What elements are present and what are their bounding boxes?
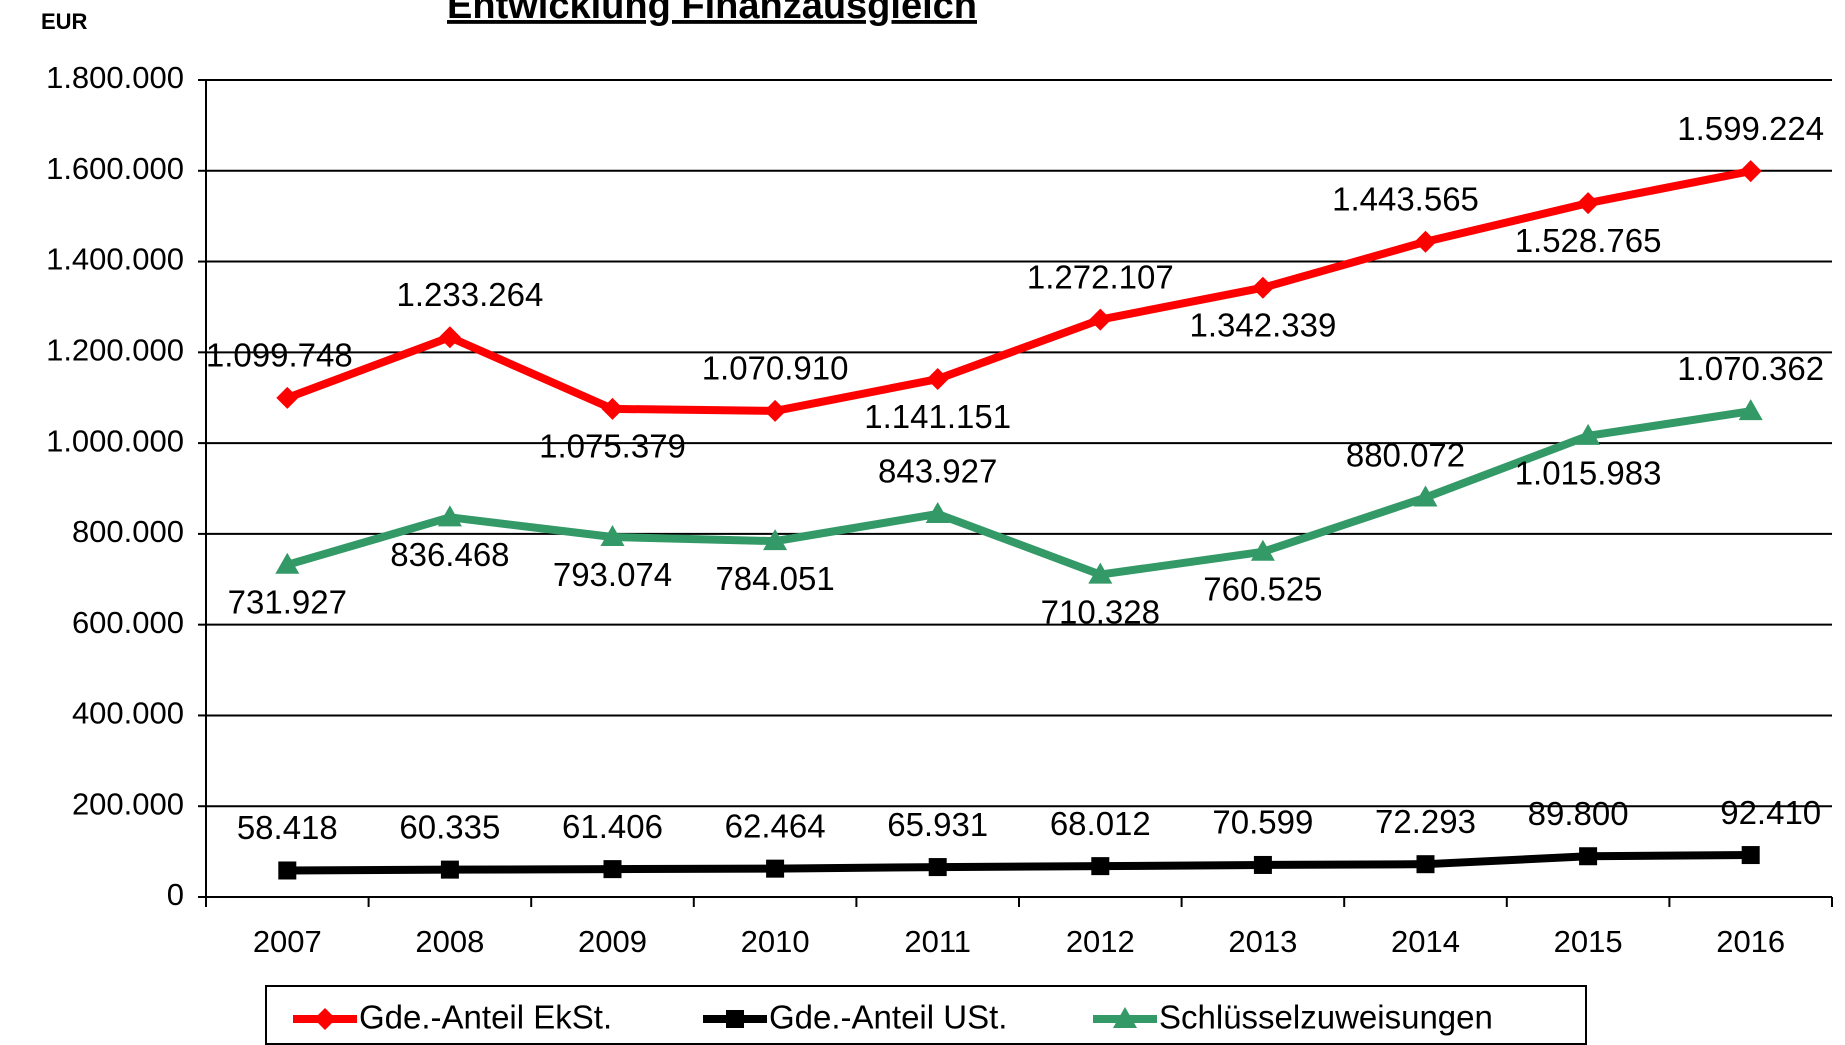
data-label: 760.525 — [1203, 571, 1322, 608]
data-label: 793.074 — [553, 556, 672, 593]
marker — [276, 386, 299, 409]
x-tick-label: 2012 — [1066, 924, 1135, 959]
y-tick-label: 200.000 — [72, 786, 184, 821]
marker — [1414, 230, 1437, 253]
x-tick-label: 2008 — [415, 924, 484, 959]
x-tick-label: 2016 — [1716, 924, 1785, 959]
data-label: 1.342.339 — [1189, 306, 1336, 343]
data-label: 1.272.107 — [1027, 258, 1174, 295]
marker — [275, 552, 300, 574]
data-label: 70.599 — [1212, 804, 1313, 841]
x-tick-label: 2014 — [1391, 924, 1460, 959]
marker — [1738, 399, 1763, 421]
data-label: 843.927 — [878, 453, 997, 490]
data-label: 1.528.765 — [1515, 222, 1662, 259]
data-label: 62.464 — [725, 807, 826, 844]
marker — [763, 529, 788, 551]
y-tick-label: 1.000.000 — [46, 423, 184, 458]
data-label: 89.800 — [1528, 795, 1629, 832]
marker — [437, 505, 462, 527]
data-label: 710.328 — [1041, 593, 1160, 630]
data-label: 65.931 — [887, 806, 988, 843]
data-label: 72.293 — [1375, 803, 1476, 840]
data-label: 1.099.748 — [206, 337, 353, 374]
marker — [1579, 847, 1598, 866]
legend-box — [265, 985, 1587, 1045]
data-label: 68.012 — [1050, 805, 1151, 842]
marker — [1088, 562, 1113, 584]
marker — [278, 861, 297, 880]
marker — [928, 858, 947, 877]
marker — [1416, 855, 1435, 874]
data-label: 1.233.264 — [396, 276, 543, 313]
y-tick-label: 1.600.000 — [46, 151, 184, 186]
marker — [1253, 855, 1272, 874]
y-tick-label: 800.000 — [72, 514, 184, 549]
x-tick-label: 2015 — [1554, 924, 1623, 959]
data-label: 1.443.565 — [1332, 181, 1479, 218]
data-label: 60.335 — [399, 808, 500, 845]
legend-marker — [1113, 1007, 1137, 1028]
legend-label: Gde.-Anteil EkSt. — [359, 999, 612, 1036]
data-label: 58.418 — [237, 809, 338, 846]
x-tick-label: 2009 — [578, 924, 647, 959]
marker — [1251, 276, 1274, 299]
series-line — [286, 407, 1752, 579]
marker — [925, 501, 950, 523]
marker — [603, 860, 622, 879]
legend-marker — [726, 1010, 744, 1028]
chart-title: Entwicklung Finanzausgleich — [447, 0, 977, 27]
marker — [766, 859, 785, 878]
y-tick-label: 1.800.000 — [46, 60, 184, 95]
legend-label: Gde.-Anteil USt. — [769, 999, 1007, 1036]
marker — [764, 399, 787, 422]
y-tick-label: 1.200.000 — [46, 333, 184, 368]
y-axis-label: EUR — [41, 9, 88, 34]
data-label: 1.070.910 — [702, 350, 849, 387]
marker — [1576, 423, 1601, 445]
marker — [600, 525, 625, 547]
data-label: 61.406 — [562, 808, 663, 845]
marker — [1091, 857, 1110, 876]
x-tick-label: 2013 — [1228, 924, 1297, 959]
marker — [1413, 485, 1438, 507]
y-tick-label: 1.400.000 — [46, 242, 184, 277]
series-line — [285, 167, 1752, 415]
marker — [1089, 308, 1112, 331]
data-label: 836.468 — [390, 536, 509, 573]
data-label: 1.015.983 — [1515, 455, 1662, 492]
marker — [1250, 539, 1275, 561]
data-label: 880.072 — [1346, 436, 1465, 473]
marker — [1741, 846, 1760, 865]
x-tick-label: 2010 — [741, 924, 810, 959]
data-label: 731.927 — [228, 584, 347, 621]
x-tick-label: 2011 — [904, 924, 971, 959]
x-tick-label: 2007 — [253, 924, 322, 959]
marker — [601, 397, 624, 420]
data-label: 784.051 — [715, 560, 834, 597]
marker — [1577, 192, 1600, 215]
data-label: 1.599.224 — [1677, 110, 1824, 147]
marker — [1739, 160, 1762, 183]
y-tick-label: 0 — [167, 877, 184, 912]
marker — [926, 368, 949, 391]
data-label: 1.141.151 — [864, 398, 1011, 435]
data-label: 1.075.379 — [539, 428, 686, 465]
y-tick-label: 400.000 — [72, 696, 184, 731]
legend-label: Schlüsselzuweisungen — [1159, 999, 1493, 1036]
data-label: 1.070.362 — [1677, 350, 1824, 387]
legend-marker — [314, 1008, 336, 1030]
data-label: 92.410 — [1720, 794, 1821, 831]
marker — [438, 326, 461, 349]
marker — [440, 860, 459, 879]
series-line — [287, 851, 1751, 875]
y-tick-label: 600.000 — [72, 605, 184, 640]
